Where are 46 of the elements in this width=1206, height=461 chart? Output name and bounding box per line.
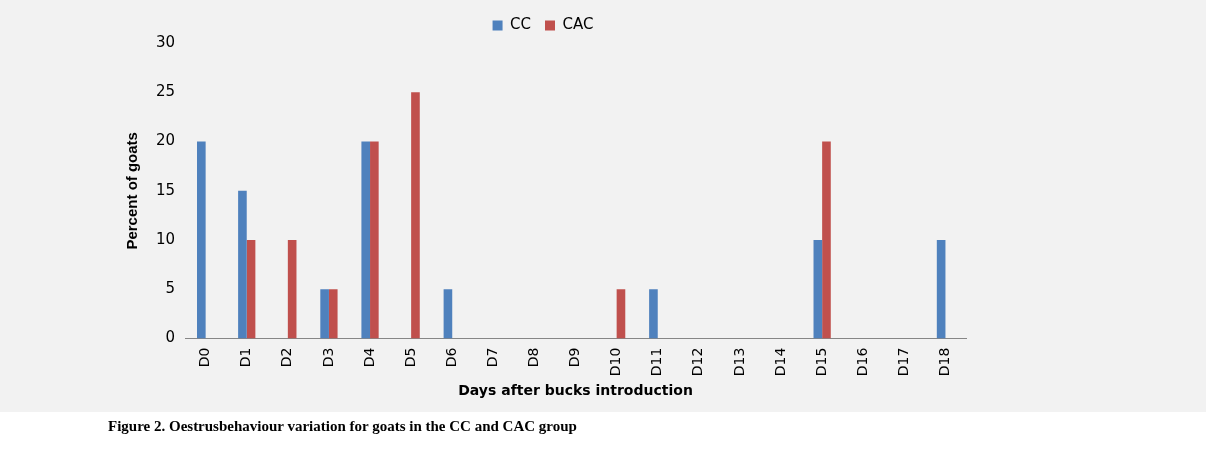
x-tick-label: D1 bbox=[237, 347, 254, 368]
x-tick-label: D0 bbox=[196, 347, 213, 368]
x-axis-title: Days after bucks introduction bbox=[458, 382, 693, 399]
legend-label: CC bbox=[510, 15, 532, 34]
x-tick-label: D2 bbox=[278, 347, 295, 368]
x-tick-label: D4 bbox=[360, 347, 377, 368]
y-tick-label: 15 bbox=[155, 180, 176, 199]
x-tick-label: D11 bbox=[648, 347, 665, 377]
x-tick-label: D13 bbox=[730, 347, 747, 377]
x-tick-label: D6 bbox=[442, 347, 459, 368]
bar bbox=[616, 289, 626, 339]
y-tick-label: 10 bbox=[155, 229, 176, 248]
bar bbox=[197, 141, 206, 339]
bar bbox=[361, 141, 371, 339]
y-tick-label: 30 bbox=[155, 32, 176, 51]
bar bbox=[320, 289, 329, 339]
bar bbox=[246, 240, 256, 339]
x-tick-label: D16 bbox=[853, 347, 870, 377]
legend-label: CAC bbox=[562, 15, 594, 34]
x-tick-label: D3 bbox=[319, 347, 336, 368]
x-tick-label: D8 bbox=[525, 347, 542, 368]
x-tick-label: D7 bbox=[483, 347, 500, 368]
x-tick-label: D14 bbox=[771, 347, 788, 377]
y-tick-label: 0 bbox=[165, 328, 176, 347]
bar bbox=[238, 190, 247, 339]
caption: Figure 2. Oestrusbehaviour variation for goats in the CC and CAC group bbox=[108, 418, 577, 435]
bar bbox=[813, 240, 823, 339]
y-tick-label: 5 bbox=[165, 279, 176, 298]
x-tick-label: D12 bbox=[689, 347, 706, 377]
x-tick-label: D15 bbox=[812, 347, 829, 377]
x-tick-label: D10 bbox=[607, 347, 624, 377]
bar bbox=[411, 92, 420, 339]
x-tick-label: D18 bbox=[936, 347, 953, 377]
bar bbox=[822, 141, 831, 339]
bar bbox=[287, 240, 297, 339]
x-tick-label: D9 bbox=[566, 347, 583, 368]
y-tick-label: 20 bbox=[155, 131, 176, 150]
y-axis-title: Percent of goats bbox=[123, 132, 141, 250]
bar bbox=[370, 141, 379, 339]
bar bbox=[443, 289, 453, 339]
x-tick-label: D5 bbox=[401, 347, 418, 368]
bar bbox=[328, 289, 338, 339]
bar bbox=[649, 289, 658, 339]
x-tick-label: D17 bbox=[894, 347, 911, 377]
y-tick-label: 25 bbox=[155, 82, 176, 101]
bar bbox=[936, 240, 946, 339]
